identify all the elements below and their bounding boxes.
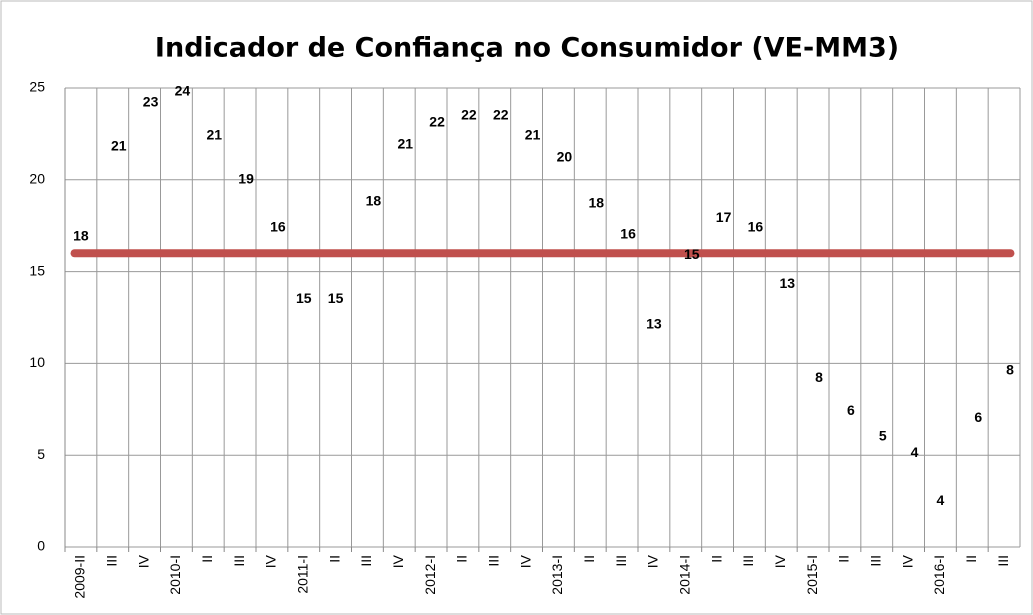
- data-label: 15: [328, 290, 344, 306]
- x-tick-label: 2011-I: [294, 555, 310, 594]
- data-label: 24: [175, 82, 191, 98]
- y-tick-label: 20: [29, 171, 45, 187]
- y-tick-label: 0: [37, 538, 45, 554]
- data-label: 16: [748, 218, 764, 234]
- x-tick-label: II: [581, 555, 597, 563]
- x-tick-label: III: [358, 555, 374, 567]
- y-tick-label: 25: [29, 79, 45, 95]
- data-label: 20: [557, 149, 573, 165]
- x-tick-label: II: [708, 555, 724, 563]
- data-label: 13: [779, 275, 795, 291]
- x-tick-label: IV: [772, 554, 788, 568]
- y-tick-label: 15: [29, 262, 45, 278]
- data-label: 17: [716, 209, 732, 225]
- data-label: 8: [1006, 361, 1014, 377]
- data-label: 18: [73, 228, 89, 244]
- data-label: 21: [111, 137, 127, 153]
- x-tick-label: III: [103, 555, 119, 567]
- x-tick-label: II: [199, 555, 215, 563]
- data-label: 15: [296, 290, 312, 306]
- x-tick-label: 2012-I: [422, 555, 438, 595]
- data-label: 6: [847, 402, 855, 418]
- y-tick-label: 10: [29, 354, 45, 370]
- x-tick-label: III: [613, 555, 629, 567]
- data-label: 22: [493, 106, 509, 122]
- y-tick-label: 5: [37, 446, 45, 462]
- x-tick-label: IV: [517, 554, 533, 568]
- data-label: 4: [937, 492, 945, 508]
- x-tick-label: IV: [899, 554, 915, 568]
- data-label: 15: [684, 246, 700, 262]
- x-tick-label: III: [995, 555, 1011, 567]
- x-tick-label: III: [867, 555, 883, 567]
- x-tick-label: III: [740, 555, 756, 567]
- x-tick-label: IV: [263, 554, 279, 568]
- x-tick-label: II: [963, 555, 979, 563]
- x-tick-label: 2016-I: [931, 555, 947, 595]
- x-tick-label: II: [326, 555, 342, 563]
- x-tick-label: II: [454, 555, 470, 563]
- data-label: 21: [525, 126, 541, 142]
- data-label: 4: [911, 444, 919, 460]
- data-label: 18: [588, 194, 604, 210]
- x-tick-label: IV: [135, 554, 151, 568]
- data-label: 13: [646, 316, 662, 332]
- x-tick-label: 2010-I: [167, 555, 183, 595]
- data-label: 22: [429, 114, 445, 130]
- x-tick-label: IV: [390, 554, 406, 568]
- x-tick-label: II: [836, 555, 852, 563]
- chart-title: Indicador de Confiança no Consumidor (VE…: [155, 33, 899, 64]
- x-tick-label: 2015-I: [804, 555, 820, 595]
- data-label: 8: [815, 369, 823, 385]
- data-label: 16: [270, 218, 286, 234]
- x-tick-label: 2009-II: [72, 555, 88, 599]
- data-label: 19: [238, 171, 254, 187]
- data-label: 6: [974, 409, 982, 425]
- x-tick-label: IV: [645, 554, 661, 568]
- data-label: 21: [206, 126, 222, 142]
- data-label: 21: [397, 136, 413, 152]
- data-label: 23: [143, 93, 159, 109]
- data-label: 16: [620, 226, 636, 242]
- data-label: 18: [366, 193, 382, 209]
- x-tick-label: 2013-I: [549, 555, 565, 595]
- data-label: 5: [879, 428, 887, 444]
- data-label: 22: [461, 106, 477, 122]
- x-tick-label: III: [485, 555, 501, 567]
- x-tick-label: 2014-I: [676, 555, 692, 595]
- x-tick-label: III: [231, 555, 247, 567]
